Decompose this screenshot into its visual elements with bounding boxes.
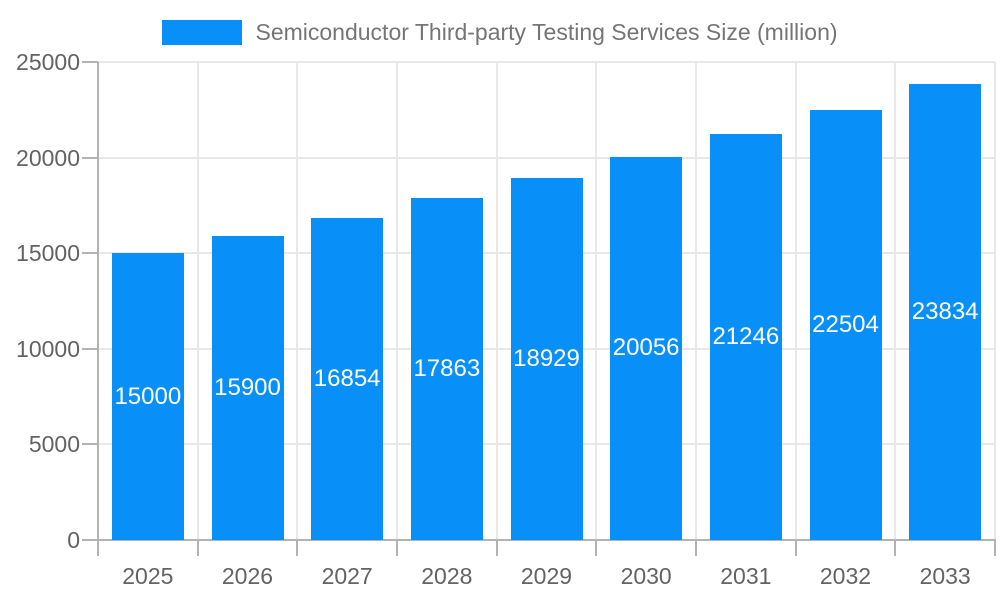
bar: [211, 235, 284, 540]
x-tick-label: 2032: [819, 563, 872, 589]
bar-value-label: 15900: [214, 373, 281, 401]
bar: [410, 198, 483, 540]
y-tick-label: 20000: [16, 144, 80, 171]
legend-swatch: [162, 20, 243, 45]
bar-value-label: 23834: [911, 298, 979, 326]
gridline-vertical: [196, 62, 199, 540]
gridline-vertical: [495, 62, 498, 540]
y-tick-label: 10000: [16, 335, 80, 362]
gridline-vertical: [396, 62, 398, 540]
x-axis-tick: [894, 540, 897, 556]
y-axis-tick: [82, 252, 98, 255]
bar-value-label: 20056: [612, 334, 680, 362]
bar-value-label: 21246: [712, 322, 780, 350]
bar: [111, 253, 184, 540]
bar-value-label: 18929: [513, 345, 580, 373]
x-tick-label: 2030: [620, 563, 672, 589]
y-axis-tick: [82, 61, 98, 63]
gridline-horizontal: [98, 156, 995, 159]
gridline-vertical: [296, 62, 299, 540]
x-axis-line: [97, 539, 996, 541]
x-axis-tick: [595, 540, 598, 556]
x-axis-tick: [994, 540, 996, 556]
gridline-horizontal: [98, 61, 995, 63]
x-axis-tick: [695, 540, 697, 556]
x-axis-tick: [296, 540, 299, 556]
y-tick-label: 0: [67, 527, 80, 553]
x-tick-label: 2026: [221, 563, 274, 589]
y-tick-label: 5000: [28, 431, 80, 458]
x-tick-label: 2029: [520, 563, 573, 589]
bar: [909, 84, 982, 540]
x-tick-label: 2031: [720, 563, 772, 589]
gridline-vertical: [894, 62, 897, 540]
x-axis-tick: [794, 540, 797, 556]
y-axis-tick: [82, 156, 98, 159]
gridline-vertical: [595, 62, 598, 540]
x-axis-tick: [396, 540, 398, 556]
gridline-vertical: [994, 62, 996, 540]
bar: [510, 178, 583, 540]
bar: [709, 133, 782, 540]
x-axis-tick: [97, 540, 99, 556]
legend-label: Semiconductor Third-party Testing Servic…: [255, 19, 838, 45]
y-tick-label: 15000: [16, 240, 80, 267]
bar-value-label: 17863: [413, 355, 481, 383]
y-axis-tick: [82, 347, 98, 350]
x-tick-label: 2027: [321, 563, 373, 589]
y-axis-line: [97, 62, 99, 540]
x-tick-label: 2025: [122, 563, 174, 589]
chart-legend[interactable]: Semiconductor Third-party Testing Servic…: [0, 20, 1000, 45]
x-tick-label: 2028: [421, 563, 473, 589]
y-axis-tick: [82, 539, 98, 541]
y-axis-tick: [82, 443, 98, 446]
x-tick-label: 2033: [919, 563, 971, 589]
x-axis-tick: [495, 540, 498, 556]
y-tick-label: 25000: [16, 49, 80, 75]
gridline-vertical: [695, 62, 697, 540]
bar: [610, 156, 683, 540]
bar: [311, 217, 384, 540]
bar-value-label: 16854: [313, 364, 381, 392]
gridline-vertical: [794, 62, 797, 540]
bar: [809, 109, 882, 540]
bar-value-label: 15000: [114, 382, 182, 410]
x-axis-tick: [196, 540, 199, 556]
bar-value-label: 22504: [812, 310, 879, 338]
